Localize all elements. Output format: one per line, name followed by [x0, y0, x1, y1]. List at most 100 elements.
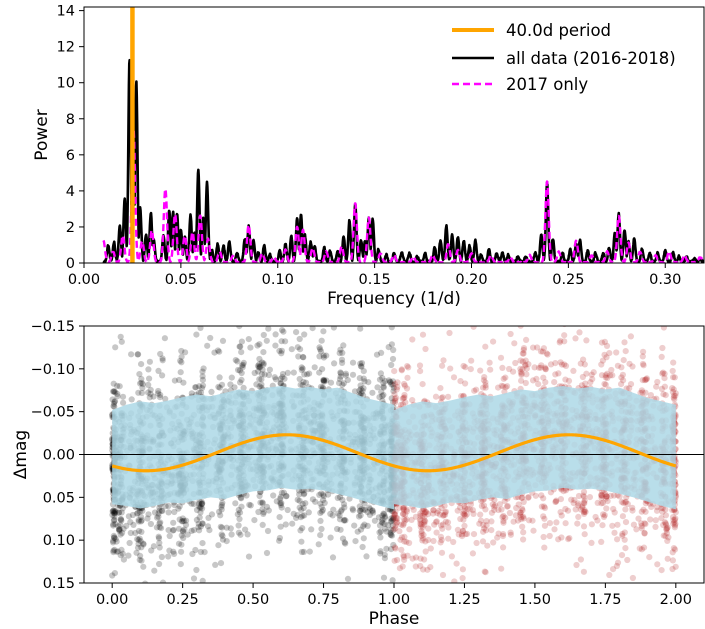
data-point [290, 369, 297, 376]
data-point [329, 554, 337, 561]
data-point [489, 501, 496, 508]
data-point [500, 519, 507, 526]
data-point [419, 381, 426, 388]
data-point [351, 522, 358, 529]
data-point [525, 517, 533, 524]
data-point [251, 517, 258, 524]
data-point [349, 507, 357, 514]
data-point [576, 329, 583, 336]
data-point [381, 525, 389, 532]
data-point [589, 376, 596, 383]
data-point [389, 516, 396, 523]
data-point [671, 522, 679, 529]
data-point [146, 394, 153, 401]
periodogram-x-axis-label: Frequency (1/d) [327, 289, 461, 309]
data-point [490, 539, 497, 546]
y-tick-label: 0 [66, 256, 75, 272]
data-point [440, 512, 447, 519]
data-point [419, 537, 426, 544]
data-point [538, 503, 546, 510]
data-point [242, 526, 249, 533]
data-point [263, 337, 270, 344]
data-point [182, 349, 189, 356]
data-point [418, 528, 425, 535]
data-point [518, 370, 525, 377]
data-point [127, 519, 134, 526]
data-point [518, 505, 526, 512]
data-point [238, 349, 245, 356]
data-point [240, 285, 246, 291]
data-point [317, 346, 324, 353]
data-point [614, 559, 622, 566]
data-point [111, 510, 118, 517]
data-point [583, 370, 590, 377]
data-point [647, 392, 655, 399]
data-point [320, 317, 326, 323]
data-point [110, 547, 117, 554]
data-point [389, 522, 396, 529]
phase-x-ticks: 0.00 0.25 0.50 0.75 1.00 1.25 1.50 1.75 2.00 [96, 583, 692, 608]
data-point [177, 561, 184, 568]
data-point [580, 508, 588, 516]
legend-label-period: 40.0d period [506, 21, 611, 40]
data-point [494, 534, 501, 541]
data-point [580, 499, 588, 506]
data-point [491, 496, 498, 503]
data-point [156, 507, 163, 514]
data-point [289, 520, 296, 527]
data-point [619, 532, 626, 539]
data-point [298, 366, 305, 374]
data-point [294, 511, 301, 519]
data-point [130, 521, 137, 529]
data-point [639, 389, 646, 396]
data-point [496, 501, 503, 508]
data-point [125, 513, 132, 520]
data-point [421, 510, 428, 517]
data-point [400, 504, 408, 511]
data-point [547, 361, 555, 368]
data-point [138, 361, 145, 368]
data-point [196, 503, 203, 510]
data-point [340, 342, 347, 349]
data-point [140, 541, 147, 548]
data-point [247, 502, 254, 509]
data-point [418, 521, 425, 528]
data-point [382, 378, 389, 385]
data-point [206, 527, 213, 534]
data-point [520, 350, 527, 357]
data-point [538, 492, 545, 499]
data-point [641, 530, 648, 537]
data-point [145, 366, 152, 373]
data-point [110, 549, 117, 556]
data-point [150, 393, 157, 400]
data-point [572, 315, 578, 321]
data-point [357, 507, 364, 514]
data-point [659, 505, 666, 512]
data-point [215, 542, 222, 549]
data-point [176, 376, 183, 384]
data-point [459, 510, 467, 517]
data-point [430, 537, 437, 545]
data-point [144, 515, 151, 522]
data-point [238, 495, 245, 502]
data-point [208, 388, 215, 395]
data-point [420, 531, 427, 539]
data-point [299, 365, 306, 372]
data-point [660, 521, 667, 529]
data-point [237, 531, 244, 538]
data-point [506, 365, 513, 373]
data-point [388, 326, 395, 331]
data-point [321, 499, 328, 506]
data-point [389, 508, 396, 515]
data-point [341, 539, 348, 546]
data-point [500, 375, 507, 382]
data-point [201, 549, 208, 556]
data-point [391, 380, 398, 388]
data-point [435, 508, 442, 515]
data-point [178, 548, 185, 555]
data-point [642, 508, 649, 515]
data-point [240, 359, 247, 366]
y-tick-label: −0.15 [31, 319, 75, 335]
data-point [317, 517, 324, 525]
data-point [583, 337, 590, 344]
